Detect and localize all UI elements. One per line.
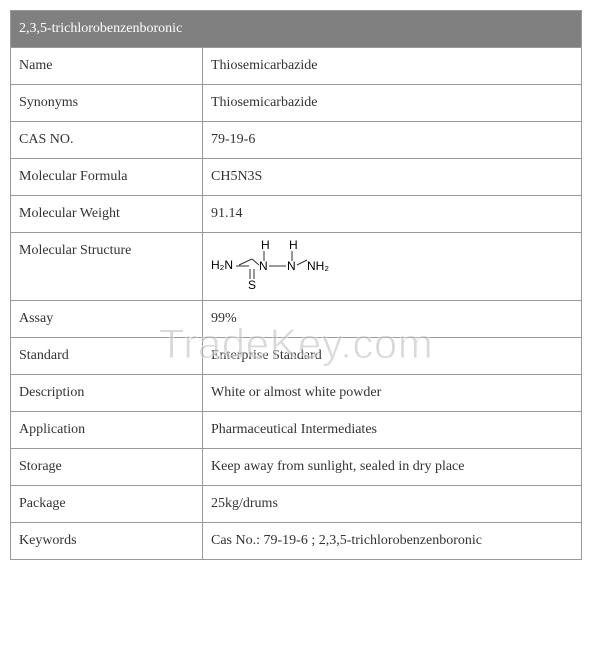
bond (252, 259, 259, 265)
row-label: Package (11, 486, 203, 523)
atom-h: H (261, 239, 270, 252)
row-value: Cas No.: 79-19-6 ; 2,3,5-trichlorobenzen… (203, 523, 582, 560)
atom-n: N (287, 259, 296, 273)
row-label: Storage (11, 449, 203, 486)
row-value: 91.14 (203, 196, 582, 233)
table-row: Molecular Formula CH5N3S (11, 159, 582, 196)
molecular-structure-cell: H H H₂N N N (203, 233, 582, 301)
row-value: Thiosemicarbazide (203, 85, 582, 122)
row-value: Enterprise Standard (203, 338, 582, 375)
table-row: Keywords Cas No.: 79-19-6 ; 2,3,5-trichl… (11, 523, 582, 560)
row-label: Keywords (11, 523, 203, 560)
spec-table: 2,3,5-trichlorobenzenboronic Name Thiose… (10, 10, 582, 560)
molecular-structure-diagram: H H H₂N N N (211, 239, 331, 289)
row-label: Assay (11, 301, 203, 338)
atom-s: S (248, 278, 256, 289)
table-row: Package 25kg/drums (11, 486, 582, 523)
table-row: Assay 99% (11, 301, 582, 338)
table-row: Application Pharmaceutical Intermediates (11, 412, 582, 449)
table-row: Description White or almost white powder (11, 375, 582, 412)
bond (239, 259, 252, 265)
atom-nh2: NH₂ (307, 259, 329, 273)
table-row: Synonyms Thiosemicarbazide (11, 85, 582, 122)
atom-n: N (259, 259, 268, 273)
atom-h: H (289, 239, 298, 252)
row-value: 25kg/drums (203, 486, 582, 523)
row-label: Molecular Formula (11, 159, 203, 196)
table-body: Name Thiosemicarbazide Synonyms Thiosemi… (11, 48, 582, 560)
table-row: Name Thiosemicarbazide (11, 48, 582, 85)
table-row: CAS NO. 79-19-6 (11, 122, 582, 159)
table-row: Molecular Structure H H H₂N N (11, 233, 582, 301)
atom-nh2: H₂N (211, 258, 233, 272)
row-value: Thiosemicarbazide (203, 48, 582, 85)
table-row: Storage Keep away from sunlight, sealed … (11, 449, 582, 486)
row-value: 79-19-6 (203, 122, 582, 159)
bond (297, 260, 307, 265)
row-label: Standard (11, 338, 203, 375)
row-value: White or almost white powder (203, 375, 582, 412)
row-label: Application (11, 412, 203, 449)
row-label: Name (11, 48, 203, 85)
row-value: Keep away from sunlight, sealed in dry p… (203, 449, 582, 486)
row-label: Description (11, 375, 203, 412)
row-label: Molecular Weight (11, 196, 203, 233)
table-row: Molecular Weight 91.14 (11, 196, 582, 233)
row-label: CAS NO. (11, 122, 203, 159)
table-row: Standard Enterprise Standard (11, 338, 582, 375)
row-label: Molecular Structure (11, 233, 203, 301)
row-label: Synonyms (11, 85, 203, 122)
row-value: Pharmaceutical Intermediates (203, 412, 582, 449)
row-value: CH5N3S (203, 159, 582, 196)
table-title: 2,3,5-trichlorobenzenboronic (11, 11, 582, 48)
row-value: 99% (203, 301, 582, 338)
